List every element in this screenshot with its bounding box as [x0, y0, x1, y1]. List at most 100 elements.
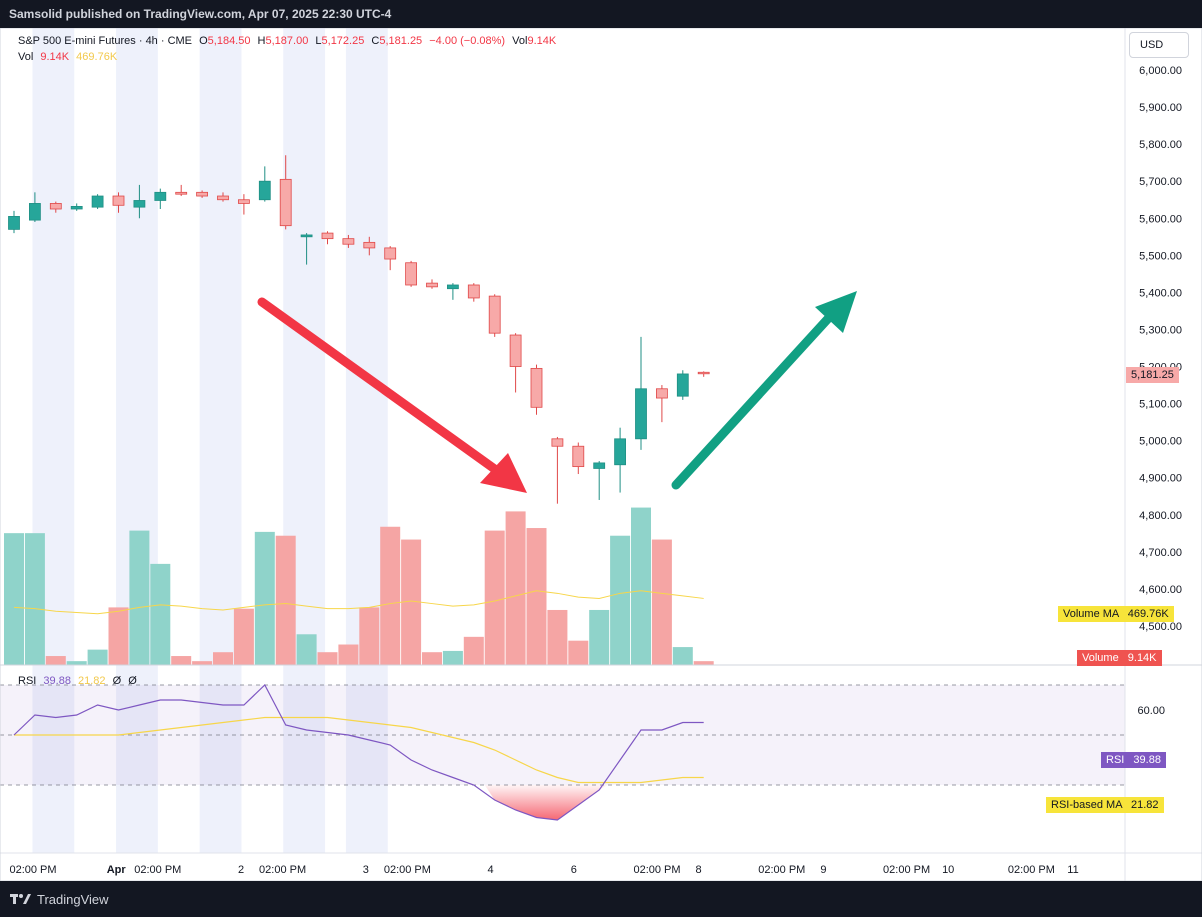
red-arrow-shaft — [257, 297, 508, 480]
symbol-title[interactable]: S&P 500 E-mini Futures · 4h · CME — [18, 35, 193, 47]
volume-bar — [296, 634, 317, 665]
publisher-header: Samsolid published on TradingView.com, A… — [0, 0, 1202, 28]
candle-body — [467, 284, 480, 299]
rsi-tag-label: RSI — [1106, 754, 1125, 766]
low-value: 5,172.25 — [321, 35, 365, 47]
candle-body — [321, 232, 334, 240]
price-tick-label: 5,900.00 — [1139, 102, 1182, 114]
rsi-ma-tag-value: 21.82 — [1130, 799, 1159, 811]
volume-bar — [233, 608, 254, 665]
volume-bar — [505, 511, 526, 665]
candle-body — [614, 438, 626, 466]
teal-arrow-shaft — [671, 306, 840, 490]
time-tick-label: 10 — [942, 864, 954, 876]
candle-body — [279, 178, 292, 227]
candle-body — [446, 284, 459, 290]
volume-bar — [463, 636, 484, 665]
volume-bar — [24, 533, 45, 665]
candle-body — [70, 206, 83, 210]
candle-body — [196, 191, 209, 197]
candle-body — [217, 195, 229, 201]
volume-ma-tag-value: 469.76K — [1127, 608, 1169, 620]
price-axis[interactable]: 6,000.00 5,900.00 5,800.00 5,700.00 5,600.00… — [1137, 65, 1182, 717]
footer: TradingView — [0, 881, 1202, 917]
session-band-3 — [283, 28, 326, 853]
volume-bar — [401, 539, 422, 665]
candle-body — [635, 388, 647, 440]
volume-bar — [610, 535, 631, 665]
candle-body — [133, 200, 146, 208]
time-tick-label: 02:00 PM — [1008, 864, 1055, 876]
candle-body — [509, 334, 522, 367]
volume-bar — [422, 652, 442, 665]
rsi-tick-label: 60.00 — [1137, 705, 1165, 717]
candle-body — [676, 373, 689, 397]
chart-canvas[interactable]: 6,000.00 5,900.00 5,800.00 5,700.00 5,600.00… — [0, 28, 1202, 881]
price-tick-label: 5,000.00 — [1139, 436, 1182, 448]
time-tick-label: 02:00 PM — [758, 864, 805, 876]
volume-bar — [171, 656, 192, 665]
candle-body — [342, 238, 355, 245]
volume-tag: Volume 9.14K — [1077, 650, 1162, 666]
tradingview-brand[interactable]: TradingView — [37, 891, 109, 907]
price-tick-label: 5,600.00 — [1139, 213, 1182, 225]
volume-bar — [589, 609, 610, 665]
volume-bar — [129, 530, 150, 665]
time-tick-label: 02:00 PM — [259, 864, 306, 876]
price-tick-label: 4,800.00 — [1139, 510, 1182, 522]
price-tick-label: 5,500.00 — [1139, 250, 1182, 262]
rsi-ma-line — [14, 716, 704, 784]
low-label: L — [315, 35, 322, 47]
volume-bar — [651, 539, 672, 665]
ohlc-legend: S&P 500 E-mini Futures · 4h · CME O5,184… — [18, 35, 556, 47]
time-tick-label: Apr — [107, 864, 127, 876]
volume-bar — [359, 607, 380, 665]
candle-body — [28, 203, 41, 221]
volume-bar — [45, 656, 66, 665]
rsi-study-label[interactable]: RSI — [18, 675, 37, 687]
rsi-extra-2: Ø — [128, 675, 137, 687]
candle-body — [363, 241, 376, 249]
volume-ma-line — [13, 590, 704, 615]
volume-bar — [484, 530, 505, 665]
time-tick-label: 02:00 PM — [883, 864, 930, 876]
rsi-ma-tag-label: RSI-based MA — [1051, 799, 1122, 811]
volume-bar — [442, 650, 463, 665]
volume-bar — [693, 661, 714, 665]
volume-bar — [87, 649, 108, 665]
volume-bar — [4, 533, 24, 665]
time-tick-label: 6 — [571, 864, 577, 876]
rsi-ma-legend-value: 21.82 — [78, 675, 106, 687]
time-tick-label: 02:00 PM — [633, 864, 680, 876]
time-axis[interactable]: 02:00 PM Apr 02:00 PM 2 02:00 PM 3 02:00 PM 4 6 0… — [0, 852, 1202, 876]
rsi-line — [13, 684, 704, 821]
open-label: O — [199, 35, 208, 47]
price-tick-label: 4,900.00 — [1139, 473, 1182, 485]
price-tick-label: 4,600.00 — [1139, 584, 1182, 596]
volume-bar — [275, 535, 296, 665]
rsi-legend-value: 39.88 — [43, 675, 71, 687]
volume-tag-value: 9.14K — [1127, 652, 1157, 664]
red-arrow-head — [480, 453, 527, 493]
session-band-2 — [199, 28, 242, 853]
volume-ma-tag-label: Volume MA — [1063, 608, 1119, 620]
volume-bar — [108, 607, 129, 665]
candle-body — [426, 282, 438, 288]
candle-body — [405, 262, 418, 286]
annotation-arrows — [257, 291, 857, 493]
high-value: 5,187.00 — [265, 35, 309, 47]
volume-bars — [4, 507, 714, 665]
candle-body — [488, 295, 501, 334]
volume-tag-label: Volume — [1082, 652, 1119, 664]
volume-bar — [631, 507, 651, 665]
volume-study-label[interactable]: Vol — [18, 51, 34, 63]
volume-bar — [672, 647, 693, 665]
currency-button[interactable]: USD — [1129, 32, 1189, 58]
rsi-panel — [0, 684, 1125, 821]
time-tick-label: 02:00 PM — [384, 864, 431, 876]
volume-study-value: 9.14K — [40, 51, 70, 63]
candle-body — [384, 247, 397, 260]
candle-body — [572, 445, 585, 468]
high-label: H — [257, 35, 266, 47]
candle-body — [112, 195, 125, 206]
